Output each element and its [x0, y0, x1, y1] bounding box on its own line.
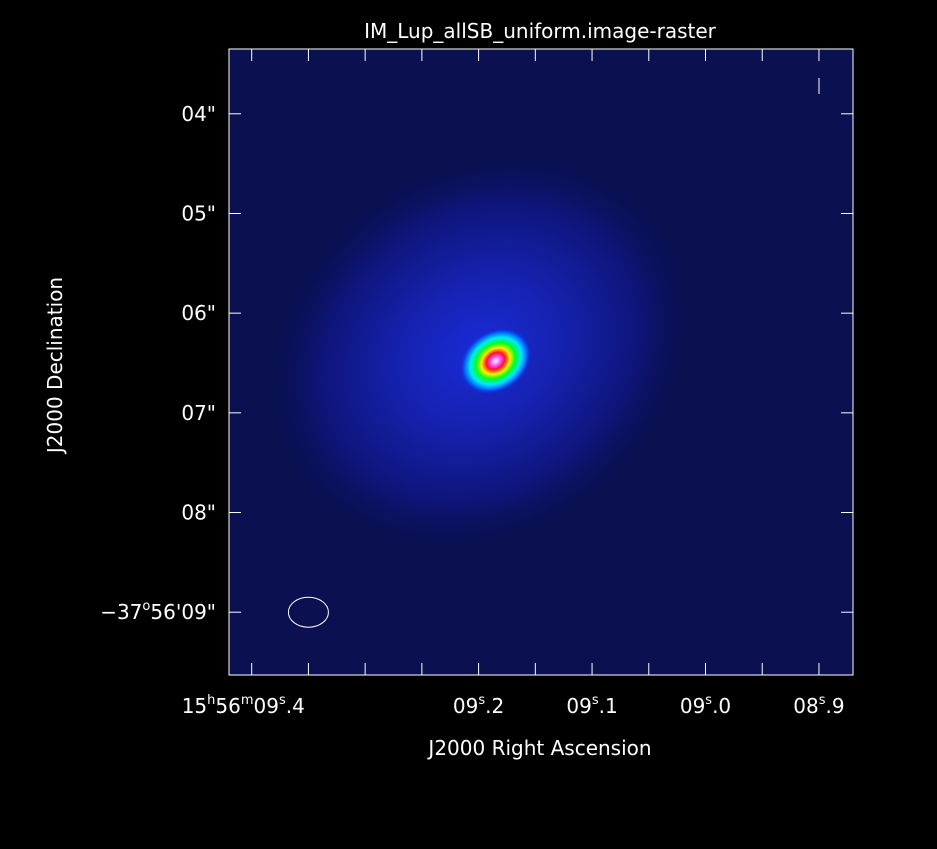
y-tick-label: 05" — [181, 201, 216, 225]
x-tick-label: 09s.1 — [566, 693, 617, 718]
y-tick-label: 07" — [181, 401, 216, 425]
chart-title: IM_Lup_allSB_uniform.image-raster — [364, 19, 717, 43]
y-tick-label: 06" — [181, 301, 216, 325]
x-axis-label: J2000 Right Ascension — [426, 736, 651, 760]
y-axis-label: J2000 Declination — [43, 277, 67, 455]
x-tick-label: 09s.0 — [680, 693, 731, 718]
y-axis-ticks: 04" 05" 06" 07" 08" −37o56'09" — [100, 102, 853, 624]
x-tick-label: 08s.9 — [793, 693, 844, 718]
x-axis-ticks: 15h56m09s.4 09s.2 09s.1 09s.0 08s.9 — [182, 49, 845, 718]
y-tick-label: 04" — [181, 102, 216, 126]
beam-ellipse — [287, 596, 329, 628]
plot-frame — [228, 48, 854, 676]
y-tick-label: 08" — [181, 501, 216, 525]
y-tick-label: −37o56'09" — [100, 599, 216, 624]
source-emission — [460, 328, 532, 394]
x-tick-label: 09s.2 — [453, 693, 504, 718]
x-tick-label: 15h56m09s.4 — [182, 693, 305, 718]
image-raster — [229, 49, 853, 675]
